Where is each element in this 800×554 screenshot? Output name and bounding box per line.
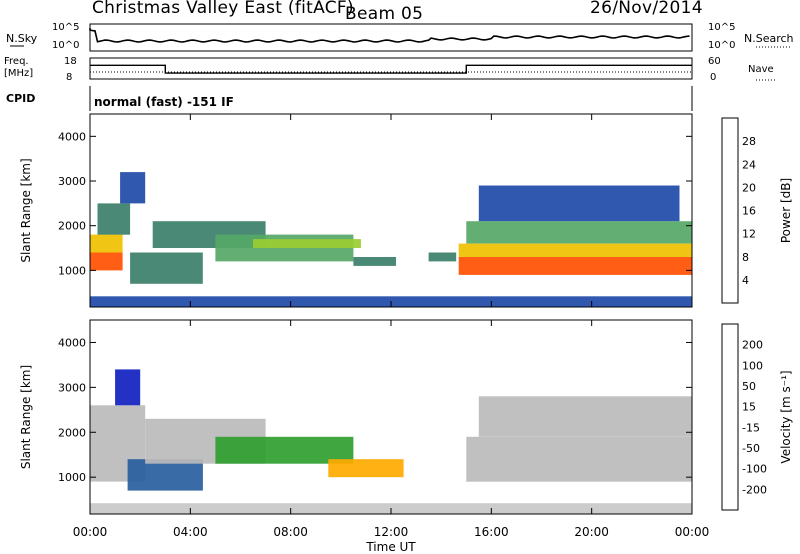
power-colorbar-tick-2: 20 bbox=[742, 181, 756, 194]
velocity-ytick-label-0: 4000 bbox=[58, 336, 86, 349]
power-colorbar-tick-6: 4 bbox=[742, 274, 749, 287]
power-colorbar-frame bbox=[721, 117, 739, 304]
noise-left-tick-bottom: 10^0 bbox=[52, 40, 79, 51]
velocity-ytick-label-3: 1000 bbox=[58, 471, 86, 484]
xtick-label-0: 00:00 bbox=[73, 525, 108, 539]
noise-right-label: N.Search bbox=[744, 32, 794, 45]
power-data bbox=[90, 172, 692, 307]
power-colorbar-label: Power [dB] bbox=[779, 178, 793, 243]
beam-label: Beam 05 bbox=[345, 4, 424, 24]
velocity-region-5 bbox=[328, 459, 404, 478]
velocity-xlabel: Time UT bbox=[365, 540, 416, 554]
power-region-0 bbox=[90, 252, 123, 271]
velocity-colorbar-tick-4: -15 bbox=[742, 421, 760, 434]
velocity-colorbar-tick-2: 50 bbox=[742, 380, 756, 393]
velocity-region-6 bbox=[466, 436, 692, 482]
station-title: Christmas Valley East (fitACF) bbox=[92, 0, 354, 18]
freq-right-tick-bottom: 0 bbox=[710, 72, 716, 83]
xtick-label-5: 20:00 bbox=[574, 525, 609, 539]
power-ylabel: Slant Range [km] bbox=[19, 158, 33, 262]
power-colorbar-tick-5: 8 bbox=[742, 251, 749, 264]
freq-left-label-1: Freq. bbox=[4, 56, 29, 67]
freq-left-label-2: [MHz] bbox=[4, 68, 33, 79]
velocity-region-1 bbox=[115, 369, 141, 406]
noise-panel-frame bbox=[89, 23, 693, 52]
velocity-ylabel: Slant Range [km] bbox=[19, 365, 33, 469]
power-colorbar-tick-3: 16 bbox=[742, 205, 756, 218]
power-region-11 bbox=[458, 243, 692, 257]
power-region-8 bbox=[353, 257, 396, 266]
velocity-ytick-label-1: 3000 bbox=[58, 381, 86, 394]
xtick-label-2: 08:00 bbox=[273, 525, 308, 539]
freq-line bbox=[90, 64, 692, 74]
power-region-2 bbox=[97, 203, 131, 235]
power-region-3 bbox=[120, 172, 146, 204]
noise-right-tick-bottom: 10^0 bbox=[708, 40, 735, 51]
power-ytick-label-0: 4000 bbox=[58, 130, 86, 143]
velocity-colorbar-tick-3: 15 bbox=[742, 401, 756, 414]
noise-left-tick-top: 10^5 bbox=[52, 22, 79, 33]
power-region-10 bbox=[458, 257, 692, 275]
velocity-ytick-label-2: 2000 bbox=[58, 426, 86, 439]
velocity-colorbar-tick-6: -100 bbox=[742, 463, 767, 476]
freq-left-tick-top: 18 bbox=[64, 56, 77, 67]
velocity-colorbar-tick-1: 100 bbox=[742, 359, 763, 372]
velocity-region-2 bbox=[127, 459, 203, 491]
velocity-colorbar-frame bbox=[721, 323, 739, 511]
velocity-colorbar-tick-5: -50 bbox=[742, 442, 760, 455]
power-region-13 bbox=[478, 185, 680, 222]
velocity-data bbox=[90, 369, 692, 514]
velocity-colorbar-tick-7: -200 bbox=[742, 483, 767, 496]
cpid-label: CPID bbox=[6, 92, 35, 105]
xtick-label-1: 04:00 bbox=[173, 525, 208, 539]
power-region-7 bbox=[253, 239, 361, 248]
power-colorbar-tick-1: 24 bbox=[742, 158, 756, 171]
velocity-colorbar-tick-0: 200 bbox=[742, 339, 763, 352]
date-label: 26/Nov/2014 bbox=[590, 0, 703, 18]
freq-left-tick-bottom: 8 bbox=[66, 72, 72, 83]
power-ytick-label-3: 1000 bbox=[58, 264, 86, 277]
power-ytick-label-2: 2000 bbox=[58, 220, 86, 233]
velocity-region-7 bbox=[478, 396, 692, 437]
power-region-9 bbox=[428, 252, 457, 262]
noise-sky-line bbox=[89, 28, 690, 43]
freq-right-tick-top: 60 bbox=[708, 56, 721, 67]
xtick-label-6: 00:00 bbox=[675, 525, 710, 539]
xtick-label-4: 16:00 bbox=[474, 525, 509, 539]
nave-label: Nave bbox=[748, 64, 774, 75]
velocity-panel: 4000 3000 2000 1000 Slant Range [km] 200 100 50… bbox=[19, 319, 793, 515]
power-colorbar-tick-4: 12 bbox=[742, 228, 756, 241]
freq-panel-frame bbox=[89, 57, 693, 80]
noise-right-tick-top: 10^5 bbox=[708, 22, 735, 33]
power-region-12 bbox=[466, 221, 692, 244]
velocity-colorbar-label: Velocity [m s⁻¹] bbox=[779, 370, 793, 463]
power-panel: 4000 3000 2000 1000 Slant Range [km] 28 24 20 16… bbox=[19, 113, 793, 308]
power-region-4 bbox=[130, 252, 203, 284]
xtick-label-3: 12:00 bbox=[374, 525, 409, 539]
power-colorbar-tick-0: 28 bbox=[742, 135, 756, 148]
power-ytick-label-1: 3000 bbox=[58, 175, 86, 188]
cpid-text: normal (fast) -151 IF bbox=[94, 95, 234, 109]
noise-left-label: N.Sky bbox=[6, 32, 38, 45]
power-region-1 bbox=[90, 234, 123, 253]
